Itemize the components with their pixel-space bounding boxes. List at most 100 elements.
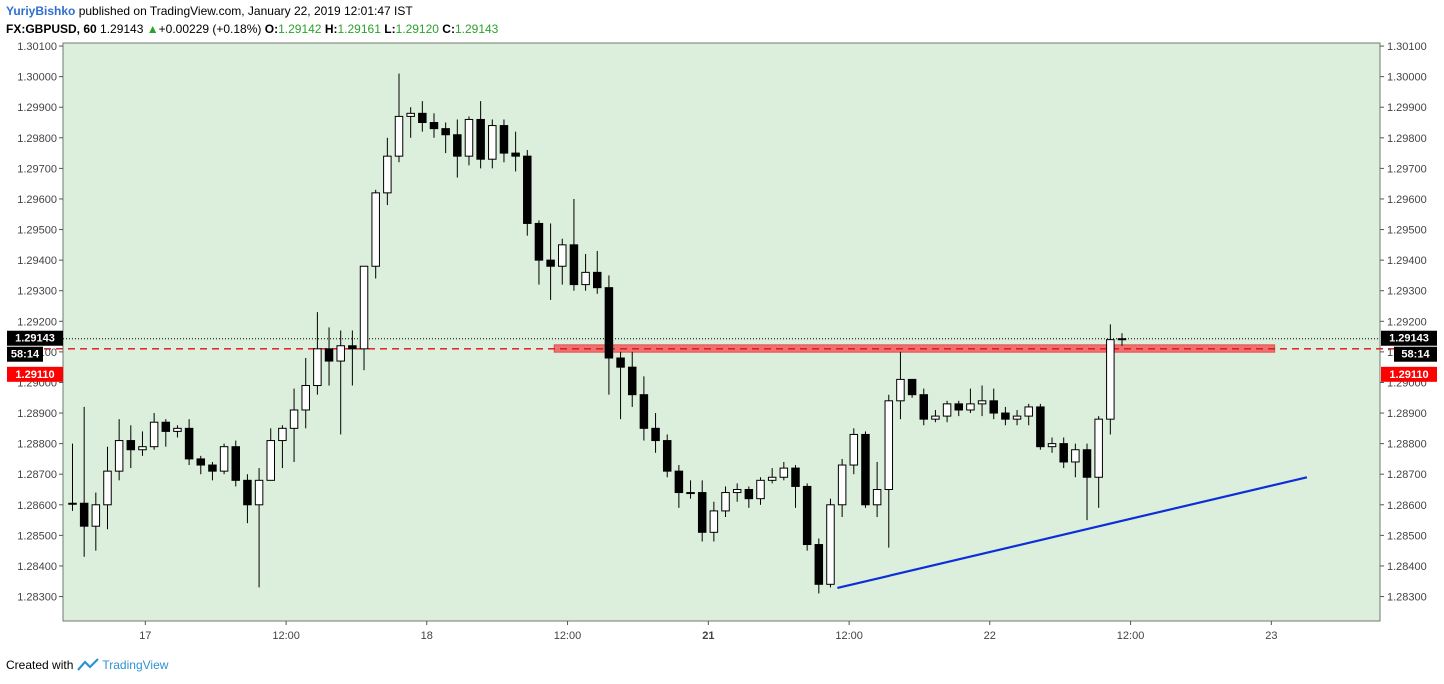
candle-body: [802, 485, 812, 546]
candle: [68, 443, 77, 511]
price-badges-layer: 1.29143 58:14 1.29110 1.29143 58:14 1.29110: [7, 330, 1437, 382]
candle: [348, 330, 357, 386]
candle: [896, 351, 905, 420]
y-tick-label-left: 1.29400: [17, 255, 57, 267]
candle: [581, 254, 590, 291]
candle: [429, 113, 439, 138]
candle: [837, 458, 847, 518]
candle: [196, 455, 206, 475]
y-tick-label-right: 1.28900: [1387, 408, 1427, 420]
y-tick-label-right: 1.28400: [1387, 561, 1427, 573]
author-link[interactable]: YuriyBishko: [6, 4, 76, 18]
x-tick-label: 18: [421, 630, 433, 642]
price-badge-left: 1.29143: [15, 333, 55, 345]
candle-body: [476, 118, 485, 160]
candle: [476, 101, 485, 169]
candle-body: [336, 345, 345, 362]
candle: [1036, 403, 1045, 450]
candle-body: [219, 446, 229, 472]
candle-body: [208, 464, 217, 472]
candle-body: [593, 271, 602, 289]
candle: [138, 431, 147, 456]
x-tick-label: 12:00: [1117, 630, 1145, 642]
high-label: H:: [324, 22, 338, 36]
candle-body: [278, 427, 287, 442]
candle-body: [464, 118, 474, 157]
candle: [802, 483, 812, 551]
candle-body: [721, 492, 730, 512]
close-value: 1.29143: [454, 22, 499, 36]
candle: [219, 443, 229, 475]
candle-body: [989, 400, 998, 414]
y-tick-label-left: 1.29900: [17, 102, 57, 114]
candle-body: [744, 488, 754, 500]
y-tick-label-left: 1.29500: [17, 225, 57, 237]
y-tick-label-right: 1.29300: [1387, 286, 1427, 298]
candle: [1047, 437, 1057, 453]
y-tick-label-left: 1.28900: [17, 408, 57, 420]
candle: [966, 388, 975, 414]
y-tick-label-right: 1.30000: [1387, 72, 1427, 84]
candle: [359, 265, 369, 371]
y-tick-label-right: 1.29400: [1387, 255, 1427, 267]
candle: [1012, 409, 1022, 426]
candle: [114, 419, 124, 481]
candle-body: [184, 427, 194, 460]
candle-body: [394, 115, 404, 157]
candle: [383, 137, 392, 206]
candle: [814, 538, 824, 594]
candle: [173, 425, 182, 438]
level-badge-left: 1.29110: [15, 369, 54, 381]
plot-area[interactable]: [62, 42, 1381, 622]
candle: [919, 388, 929, 426]
countdown-badge-left-bg: [7, 346, 43, 362]
candle-body: [523, 155, 532, 224]
candle: [1001, 406, 1010, 426]
candle: [989, 388, 998, 420]
candle: [686, 480, 695, 499]
candle: [616, 351, 625, 420]
candle: [208, 461, 217, 481]
y-tick-label-right: 1.28700: [1387, 469, 1427, 481]
candle-body: [1059, 443, 1068, 463]
candle: [441, 122, 450, 154]
level-badge-right: 1.29110: [1389, 369, 1428, 381]
y-tick-label-right: 1.28800: [1387, 439, 1427, 451]
candle-body: [662, 440, 672, 472]
candle-body: [791, 467, 800, 487]
candle: [569, 198, 579, 291]
candle: [558, 238, 567, 285]
countdown-badge-right-bg: [1394, 346, 1437, 362]
candle-body: [954, 403, 963, 411]
candle: [1059, 437, 1068, 469]
candle-body: [581, 271, 590, 286]
open-label: O:: [264, 22, 279, 36]
y-tick-label-left: 1.28500: [17, 530, 57, 542]
candle-body: [1071, 449, 1080, 463]
tradingview-link[interactable]: TradingView: [102, 658, 169, 672]
candle-body: [1047, 443, 1057, 448]
close-label: C:: [442, 22, 455, 36]
x-tick-label: 21: [702, 630, 714, 642]
candle: [523, 150, 532, 236]
candle: [453, 119, 462, 178]
candle-body: [91, 504, 101, 527]
candle: [79, 406, 89, 557]
candle: [593, 250, 602, 294]
candle: [313, 312, 322, 395]
created-with-text: Created with: [6, 658, 74, 672]
candle: [662, 434, 672, 478]
publish-info: YuriyBishko published on TradingView.com…: [6, 4, 413, 18]
candle: [289, 388, 299, 462]
candle: [488, 119, 497, 169]
level-badge-left-bg: [7, 366, 63, 382]
candle: [732, 483, 742, 502]
candle: [861, 431, 870, 508]
candle-body: [173, 427, 182, 432]
candle: [709, 501, 719, 542]
last-price: 1.29143: [100, 22, 144, 36]
candle-body: [861, 433, 870, 506]
y-tick-label-right: 1.29200: [1387, 316, 1427, 328]
candle-body: [558, 244, 567, 267]
